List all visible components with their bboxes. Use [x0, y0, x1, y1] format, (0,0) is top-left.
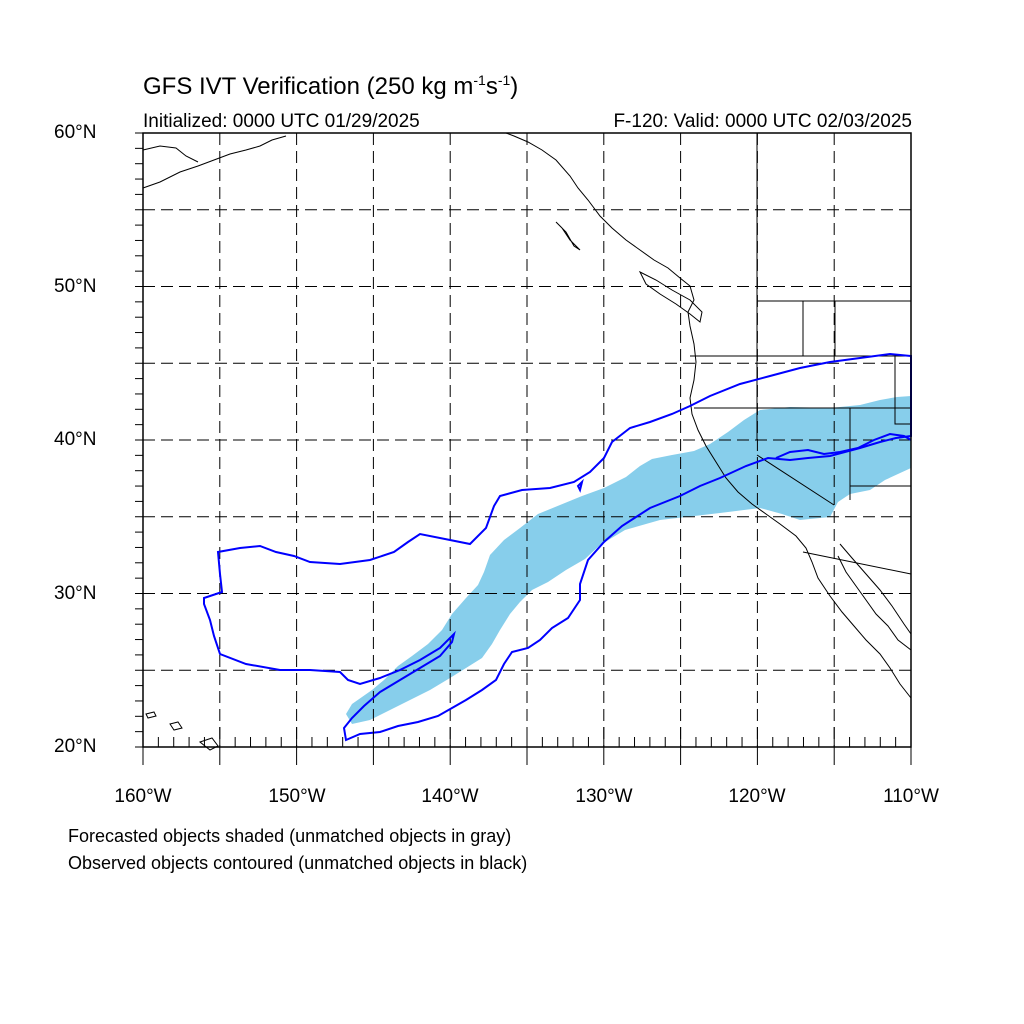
forecast-note: Forecasted objects shaded (unmatched obj… — [68, 826, 512, 846]
map-title: GFS IVT Verification (250 kg m-1s-1) — [143, 72, 519, 100]
axis-ticks — [135, 132, 912, 765]
lat-label-50n: 50°N — [54, 276, 97, 297]
lon-label-110w: 110°W — [883, 786, 939, 807]
lat-label-40n: 40°N — [54, 429, 97, 450]
lon-label-140w: 140°W — [421, 786, 479, 807]
lon-label-120w: 120°W — [728, 786, 786, 807]
initialized-time: Initialized: 0000 UTC 01/29/2025 — [143, 111, 420, 132]
state-borders — [690, 133, 912, 575]
lat-label-30n: 30°N — [54, 583, 97, 604]
lat-label-20n: 20°N — [54, 736, 97, 757]
forecast-object-main — [346, 396, 911, 724]
baja-gulf-coast — [837, 555, 912, 651]
valid-time: F-120: Valid: 0000 UTC 02/03/2025 — [613, 111, 912, 132]
observed-object-east-segment — [775, 432, 912, 459]
north-america-coast — [505, 132, 912, 699]
haida-gwaii — [555, 221, 581, 251]
lat-lon-grid — [143, 133, 911, 747]
coastlines — [142, 132, 912, 751]
lat-label-60n: 60°N — [54, 122, 97, 143]
observed-object-main — [203, 352, 912, 742]
alaska-coast — [142, 135, 287, 189]
alaska-peninsula — [142, 145, 199, 163]
lon-label-150w: 150°W — [268, 786, 326, 807]
observed-object-small — [576, 478, 584, 493]
lon-label-130w: 130°W — [575, 786, 633, 807]
hawaii-islands — [145, 711, 183, 731]
lon-label-160w: 160°W — [114, 786, 172, 807]
mainland-mexico-coast — [839, 543, 912, 635]
forecast-objects — [346, 396, 911, 724]
hawaii-big-island — [198, 737, 219, 751]
observed-note: Observed objects contoured (unmatched ob… — [68, 853, 528, 873]
vancouver-island — [638, 270, 703, 323]
observed-objects — [203, 352, 912, 742]
